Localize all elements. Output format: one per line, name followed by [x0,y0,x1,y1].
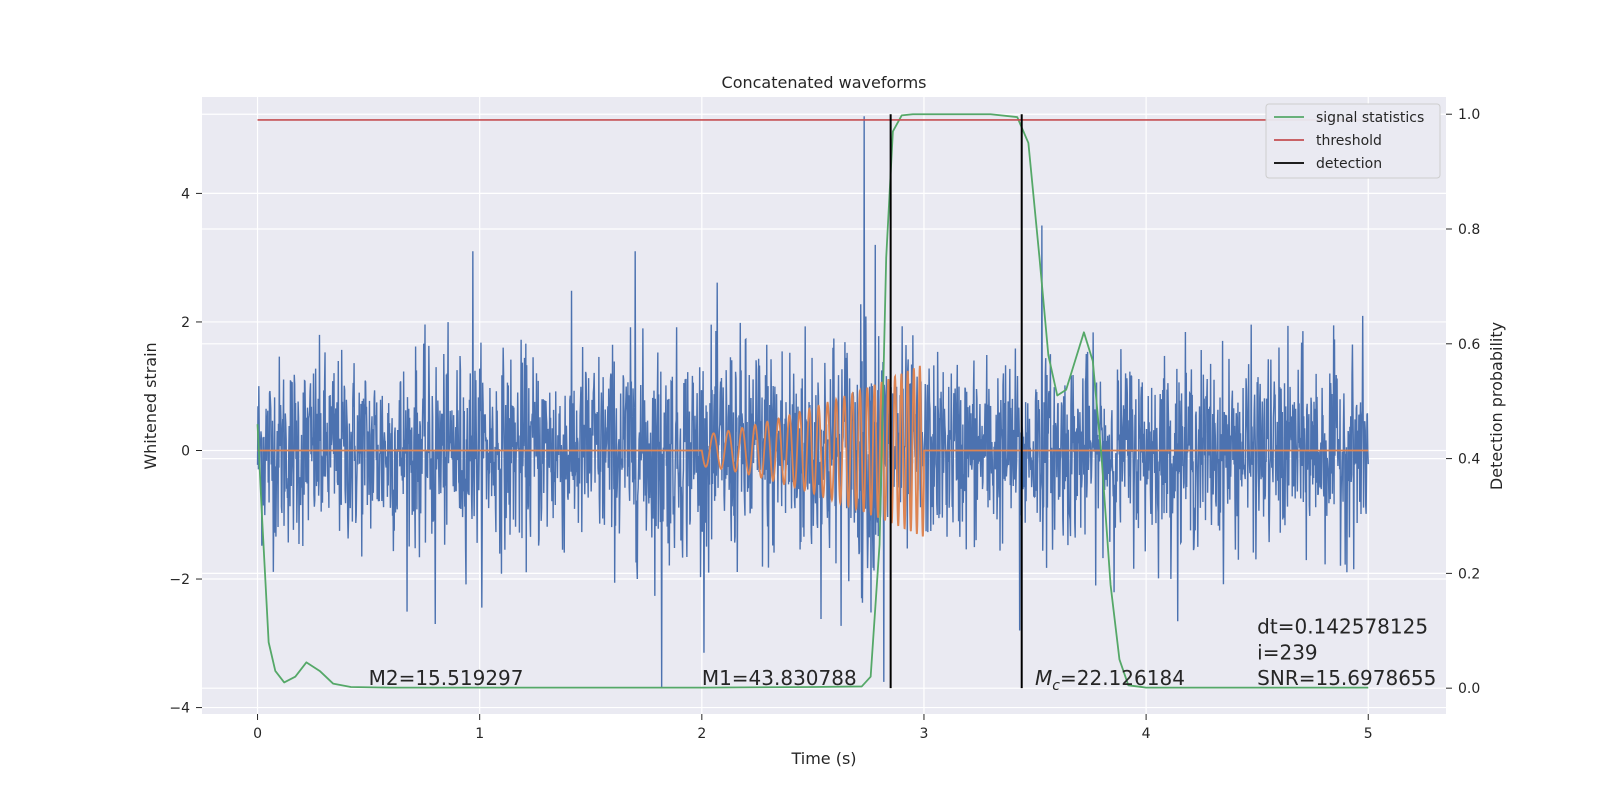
annotation-text: i=239 [1257,640,1318,664]
annotation-text: dt=0.142578125 [1257,615,1428,639]
signal-statistics-line [256,113,1369,689]
statistics-series [256,113,1369,689]
x-tick-label: 2 [697,726,706,742]
y-tick-label-left: −2 [169,572,190,588]
template-series [257,365,1369,537]
y-tick-label-right: 1.0 [1458,107,1480,123]
y-tick-label-left: 4 [181,186,190,202]
y-axis-label-left: Whitened strain [141,342,160,469]
annotation-text: SNR=15.6978655 [1257,666,1436,690]
legend: signal statistics threshold detection [1265,103,1441,179]
annotation-text: M1=43.830788 [702,666,857,690]
x-tick-label: 1 [475,726,484,742]
template-line [257,365,1369,537]
x-tick-label: 3 [920,726,929,742]
chart-title: Concatenated waveforms [722,73,927,92]
y-tick-label-right: 0.2 [1458,566,1480,582]
legend-label-detection: detection [1316,156,1382,172]
detection-lines [889,114,1023,689]
y-tick-label-right: 0.8 [1458,222,1480,238]
y-tick-label-right: 0.6 [1458,337,1480,353]
y-tick-label-right: 0.4 [1458,452,1480,468]
legend-box [1265,103,1441,179]
annotation-text: M2=15.519297 [369,666,524,690]
y-tick-label-left: −4 [169,701,190,717]
y-tick-label-right: 0.0 [1458,681,1480,697]
y-tick-label-left: 2 [181,315,190,331]
x-axis-label: Time (s) [790,749,856,768]
legend-label-signal-statistics: signal statistics [1316,110,1424,126]
y-axis-label-right: Detection probability [1487,322,1506,490]
annotation-text: Mc=22.126184 [1035,666,1185,694]
x-tick-label: 4 [1142,726,1151,742]
y-tick-label-left: 0 [181,443,190,459]
x-tick-label: 0 [253,726,262,742]
axis-ticks: 0 1 2 3 4 5 −4 −2 0 2 4 0.0 0.2 0.4 0.6 0.8 1.0 [169,107,1480,742]
legend-label-threshold: threshold [1316,133,1382,149]
x-tick-label: 5 [1364,726,1373,742]
annotations: M2=15.519297 M1=43.830788 Mc=22.126184 dt=0… [369,615,1437,694]
